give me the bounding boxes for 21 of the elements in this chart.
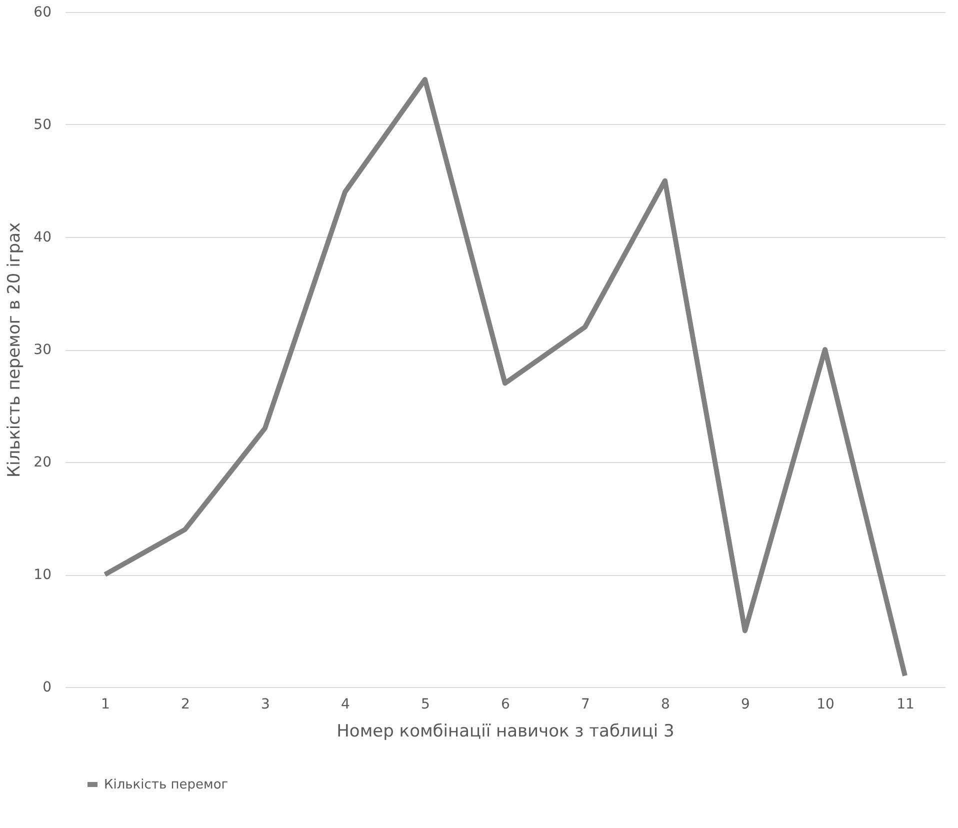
legend-label: Кількість перемог [104, 778, 228, 792]
y-tick-label: 20 [34, 454, 52, 470]
y-tick-label: 50 [34, 117, 52, 133]
x-tick-label: 1 [101, 696, 110, 712]
y-tick-label: 10 [34, 567, 52, 583]
x-tick-label: 3 [261, 696, 270, 712]
x-tick-label: 10 [816, 696, 834, 712]
y-tick-label: 60 [34, 4, 52, 20]
x-tick-label: 9 [741, 696, 750, 712]
x-tick-label: 11 [896, 696, 914, 712]
y-tick-label: 30 [34, 342, 52, 358]
x-tick-label: 8 [661, 696, 670, 712]
y-tick-label: 40 [34, 230, 52, 246]
x-tick-label: 4 [341, 696, 350, 712]
y-tick-label: 0 [42, 680, 52, 696]
y-axis-title: Кількість перемог в 20 іграх [4, 222, 25, 478]
x-tick-label: 6 [501, 696, 510, 712]
x-axis-title: Номер комбінації навичок з таблиці 3 [336, 722, 674, 742]
x-tick-label: 2 [181, 696, 190, 712]
x-tick-label: 7 [581, 696, 590, 712]
x-tick-label: 5 [421, 696, 430, 712]
